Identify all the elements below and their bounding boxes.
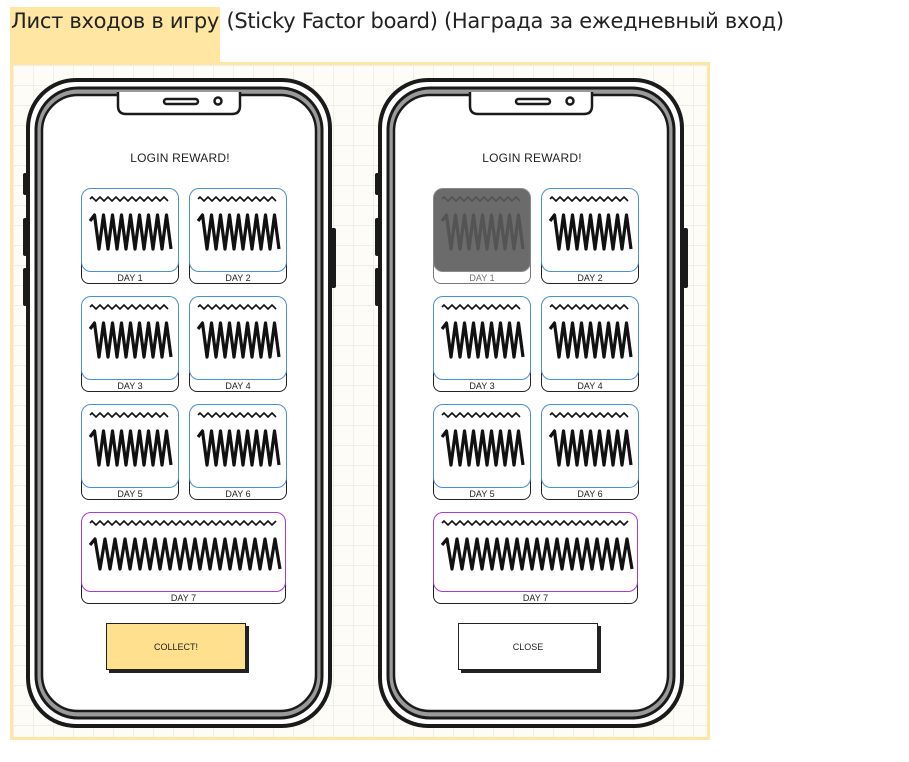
close-button[interactable]: CLOSE xyxy=(458,623,598,670)
day-label: DAY 4 xyxy=(225,381,251,391)
reward-card[interactable]: DAY 2 xyxy=(541,188,639,284)
day-label: DAY 4 xyxy=(577,381,603,391)
title-highlight: Лист входов в игру xyxy=(10,7,221,67)
placeholder-scribble-icon xyxy=(196,411,281,467)
reward-card-day-7[interactable]: DAY 7 xyxy=(81,512,286,604)
placeholder-scribble-icon xyxy=(196,303,281,359)
day-label: DAY 5 xyxy=(117,489,143,499)
reward-card[interactable]: DAY 5 xyxy=(81,404,179,500)
reward-card[interactable]: DAY 4 xyxy=(189,296,287,392)
card-face xyxy=(541,188,639,272)
collect-button[interactable]: COLLECT! xyxy=(106,623,246,670)
screen-title: LOGIN REWARD! xyxy=(130,151,230,165)
card-face xyxy=(433,296,531,380)
day-label: DAY 6 xyxy=(577,489,603,499)
reward-card[interactable]: DAY 2 xyxy=(189,188,287,284)
card-face xyxy=(81,404,179,488)
card-face xyxy=(433,188,531,272)
placeholder-scribble-icon xyxy=(548,411,633,467)
reward-card[interactable]: DAY 6 xyxy=(189,404,287,500)
placeholder-scribble-icon xyxy=(440,303,525,359)
day-label: DAY 5 xyxy=(469,489,495,499)
card-face xyxy=(433,512,638,592)
placeholder-scribble-icon xyxy=(88,519,282,571)
placeholder-scribble-icon xyxy=(440,519,634,571)
day-label: DAY 3 xyxy=(469,381,495,391)
day-label: DAY 3 xyxy=(117,381,143,391)
screen-title: LOGIN REWARD! xyxy=(482,151,582,165)
phone-mockup-collect: LOGIN REWARD! DAY 1 DAY 2 DAY 3 DAY 4 DAY 5 D… xyxy=(22,78,338,730)
reward-card[interactable]: DAY 6 xyxy=(541,404,639,500)
placeholder-scribble-icon xyxy=(88,303,173,359)
day-label: DAY 2 xyxy=(577,273,603,283)
reward-card[interactable]: DAY 5 xyxy=(433,404,531,500)
placeholder-scribble-icon xyxy=(548,195,633,251)
card-face xyxy=(81,188,179,272)
reward-card[interactable]: DAY 1 xyxy=(81,188,179,284)
day-label: DAY 7 xyxy=(522,593,549,603)
card-face xyxy=(189,296,287,380)
placeholder-scribble-icon xyxy=(88,195,173,251)
card-face xyxy=(81,512,286,592)
placeholder-scribble-icon xyxy=(440,195,525,251)
page-title: Лист входов в игру (Sticky Factor board)… xyxy=(10,6,784,67)
reward-card[interactable]: DAY 1 xyxy=(433,188,531,284)
day-label: DAY 1 xyxy=(117,273,143,283)
card-face xyxy=(541,404,639,488)
card-face xyxy=(433,404,531,488)
phone-mockup-close: LOGIN REWARD! DAY 1 DAY 2 DAY 3 DAY 4 DAY 5 D… xyxy=(374,78,690,730)
reward-card[interactable]: DAY 3 xyxy=(433,296,531,392)
day-label: DAY 2 xyxy=(225,273,251,283)
title-rest: (Sticky Factor board) (Награда за ежедне… xyxy=(220,9,784,33)
day-label: DAY 7 xyxy=(170,593,197,603)
placeholder-scribble-icon xyxy=(88,411,173,467)
reward-card[interactable]: DAY 4 xyxy=(541,296,639,392)
placeholder-scribble-icon xyxy=(548,303,633,359)
reward-card-day-7[interactable]: DAY 7 xyxy=(433,512,638,604)
card-face xyxy=(189,188,287,272)
day-label: DAY 1 xyxy=(469,273,495,283)
placeholder-scribble-icon xyxy=(196,195,281,251)
card-face xyxy=(189,404,287,488)
reward-card[interactable]: DAY 3 xyxy=(81,296,179,392)
card-face xyxy=(541,296,639,380)
card-face xyxy=(81,296,179,380)
placeholder-scribble-icon xyxy=(440,411,525,467)
day-label: DAY 6 xyxy=(225,489,251,499)
